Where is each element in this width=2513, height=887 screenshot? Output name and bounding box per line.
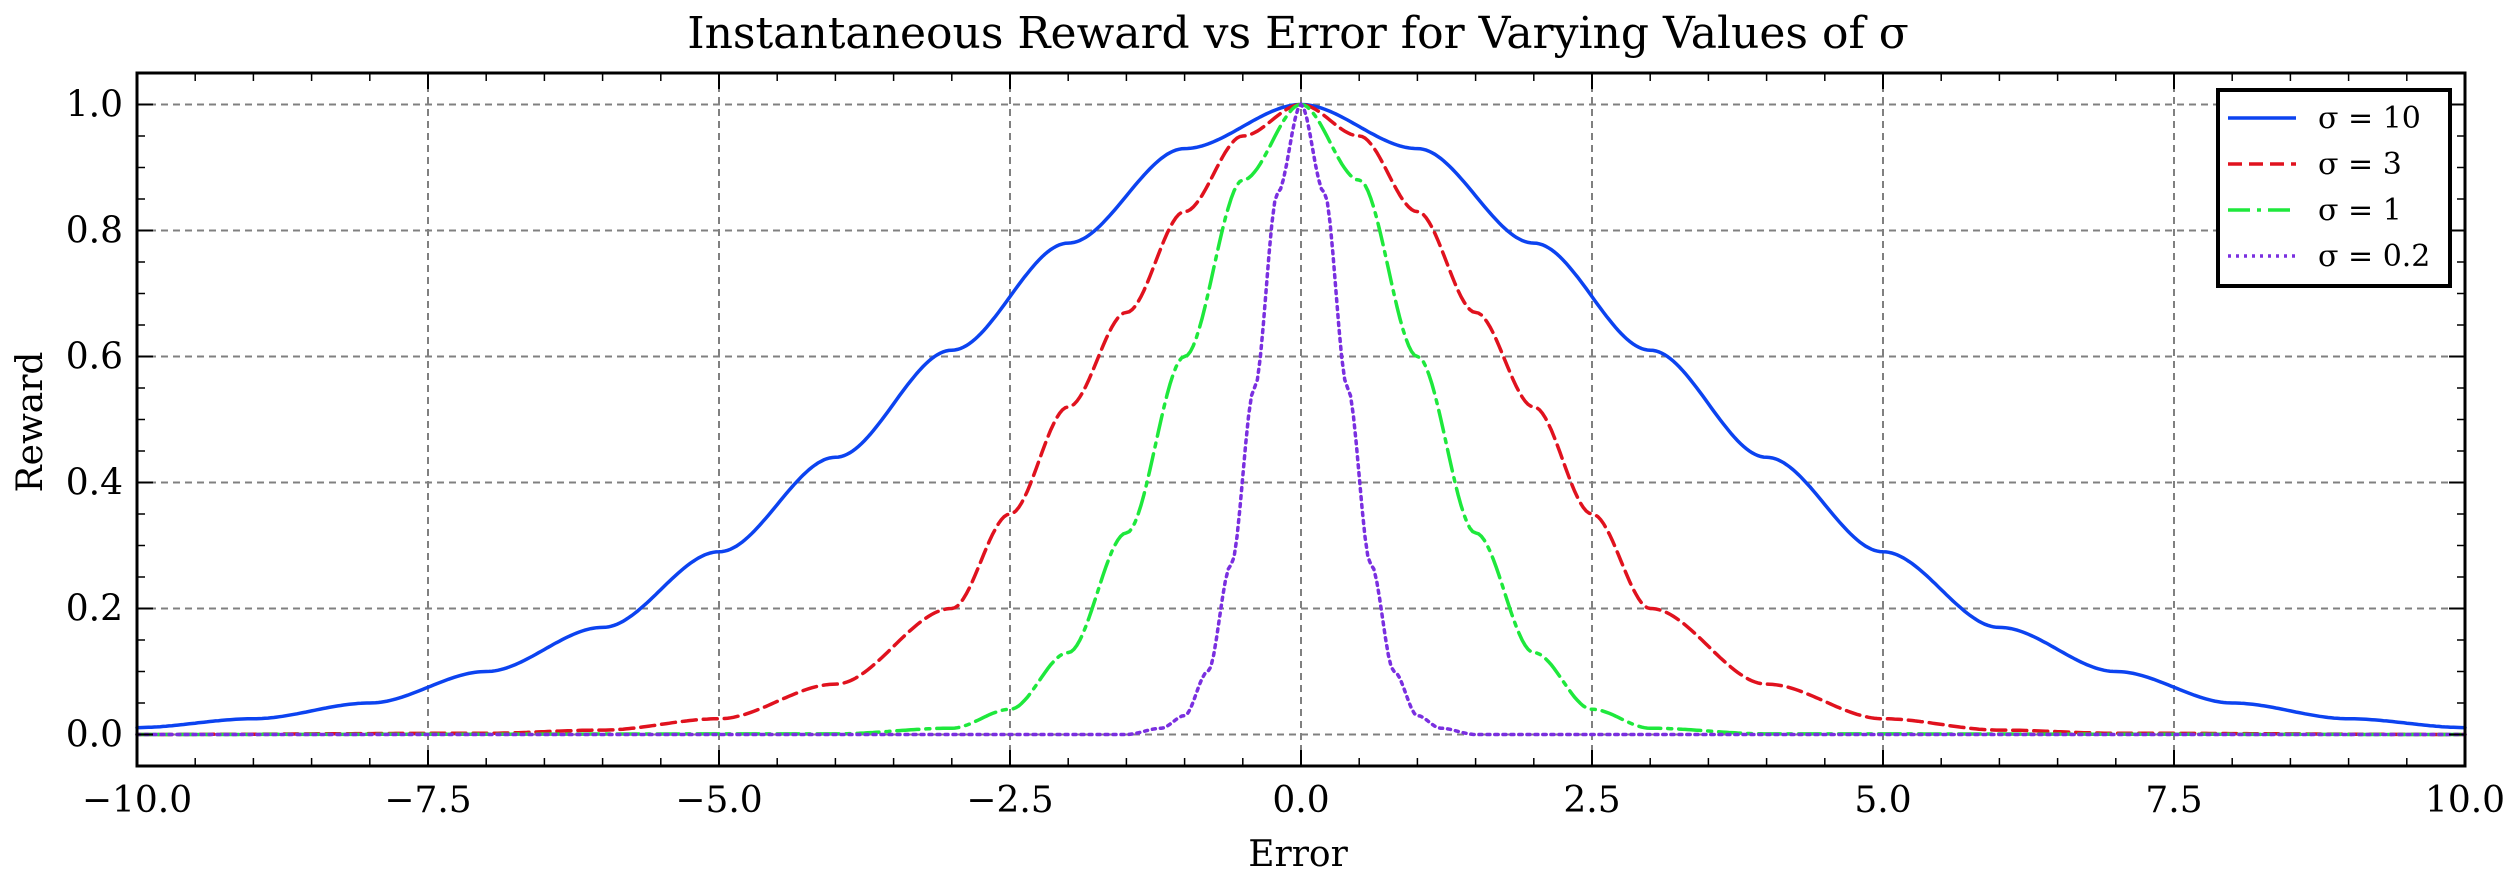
y-tick-label: 0.8	[66, 211, 123, 252]
ticks: −10.0 −7.5 −5.0 −2.5 0.0 2.5 5.0 7.5 10.0 0.0 0.2 0…	[66, 73, 2505, 821]
y-tick-label: 0.4	[66, 463, 123, 504]
chart-title: Instantaneous Reward vs Error for Varyin…	[687, 8, 1909, 59]
grid	[136, 73, 2466, 766]
legend-label: σ = 1	[2318, 193, 2402, 228]
x-tick-label: −7.5	[384, 780, 471, 821]
x-tick-label: 5.0	[1854, 780, 1911, 821]
x-axis-label: Error	[1248, 834, 1348, 875]
x-tick-label: 7.5	[2145, 780, 2202, 821]
y-tick-label: 0.0	[66, 715, 123, 756]
legend-label: σ = 10	[2318, 101, 2421, 136]
series-layer	[135, 101, 2467, 737]
x-tick-label: −2.5	[966, 780, 1053, 821]
plot-frame	[135, 71, 2467, 768]
x-tick-label: −10.0	[82, 780, 192, 821]
x-tick-label: 10.0	[2425, 780, 2505, 821]
series-line-1	[135, 102, 2467, 737]
series-line-3	[135, 101, 2467, 737]
x-tick-label: 0.0	[1272, 780, 1329, 821]
legend-label: σ = 3	[2318, 147, 2402, 182]
y-tick-label: 0.2	[66, 589, 123, 630]
x-tick-label: 2.5	[1563, 780, 1620, 821]
x-tick-label: −5.0	[675, 780, 762, 821]
legend: σ = 10 σ = 3 σ = 1 σ = 0.2	[2216, 88, 2452, 288]
y-axis-label: Reward	[10, 352, 51, 493]
y-tick-label: 1.0	[66, 85, 123, 126]
legend-box	[2216, 88, 2452, 288]
legend-label: σ = 0.2	[2318, 239, 2430, 274]
y-tick-label: 0.6	[66, 337, 123, 378]
